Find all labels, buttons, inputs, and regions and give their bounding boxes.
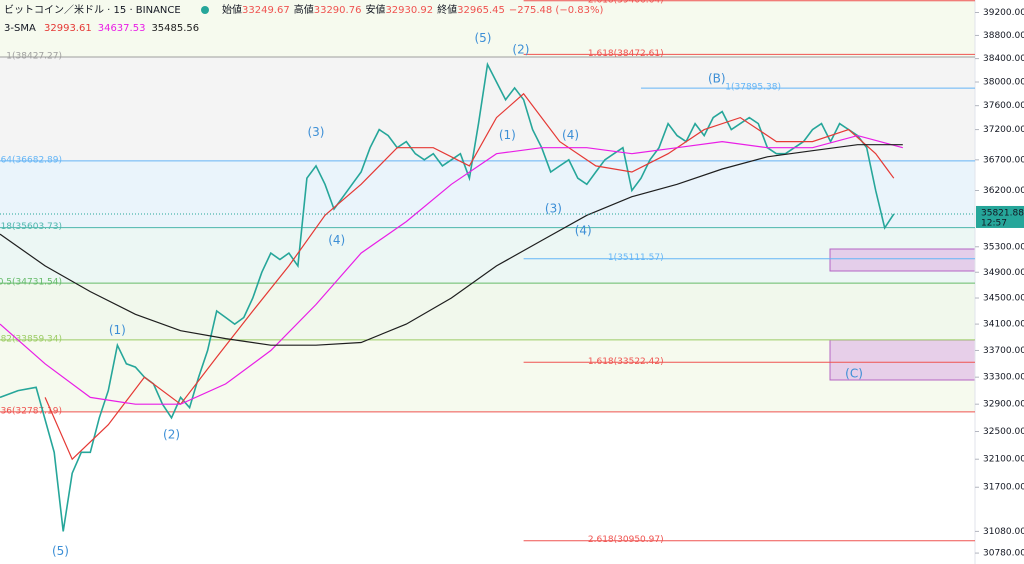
fib-zone [0,160,975,228]
y-tick-label: 38000.00 [983,78,1024,88]
y-tick-label: 36200.00 [983,186,1024,196]
fib-label: 1(37895.38) [725,83,781,93]
ohlc-value: 32930.92 [385,5,433,16]
sma-line [44,92,895,461]
y-tick-label: 30780.00 [983,549,1024,559]
y-tick-label: 36700.00 [983,155,1024,165]
y-tick-label: 33700.00 [983,346,1024,356]
y-tick-label: 32100.00 [983,455,1024,465]
y-tick-label: 34900.00 [983,268,1024,278]
background-zones [0,0,975,412]
wave-label: (2) [512,42,529,56]
wave-label: (3) [307,125,324,139]
sma-line [0,144,903,346]
ohlc-label: 終値 [437,3,457,16]
fib-label: 0.764(36682.89) [0,155,62,165]
legend-header: ビットコイン／米ドル · 15 · BINANCE 3-SMA [4,3,209,34]
last-price-badge [976,205,1024,228]
fib-label: 0.236(32787.19) [0,406,62,416]
fib-label: 1(38427.27) [6,52,62,62]
ohlc-value: 33290.76 [314,5,362,16]
fib-zone [0,57,975,161]
y-tick-label: 38400.00 [983,54,1024,64]
y-tick-label: 32900.00 [983,400,1024,410]
y-tick-label: 35300.00 [983,242,1024,252]
change: −275.48 (−0.83%) [509,5,604,16]
wave-label: (3) [545,202,562,216]
fib-label: 1(35111.57) [608,253,664,263]
y-tick-label: 34100.00 [983,320,1024,330]
y-tick-label: 37200.00 [983,125,1024,135]
ohlc-label: 安値 [365,3,385,16]
fib-zone [0,0,975,58]
wave-label: (C) [845,366,863,380]
y-tick-label: 33300.00 [983,373,1024,383]
wave-label: (5) [52,544,69,558]
wave-label: (4) [575,224,592,238]
indicator-name: 3-SMA [4,23,36,34]
wave-label: (2) [163,427,180,441]
fib-label: 2.618(39406.64) [588,0,664,5]
countdown: 12:57 [981,218,1007,228]
sma-value: 32993.61 [44,23,92,34]
last-price: 35821.88 [981,208,1024,218]
ohlc-label: 高値 [294,3,314,16]
y-tick-label: 31700.00 [983,483,1024,493]
target-zone [829,339,976,381]
y-tick-label: 38800.00 [983,31,1024,41]
symbol-title: ビットコイン／米ドル · 15 · BINANCE [4,3,181,16]
wave-label: (4) [562,128,579,142]
wave-label: (5) [474,31,491,45]
y-tick-label: 34500.00 [983,294,1024,304]
ohlc-value: 33249.67 [242,5,290,16]
y-tick-label: 39200.00 [983,8,1024,18]
sma-line [0,134,903,405]
y-tick-label: 37600.00 [983,101,1024,111]
price-line [0,61,895,532]
wave-label: (4) [328,233,345,247]
target-zone [829,248,976,272]
wave-label: (1) [499,128,516,142]
sma-values: 32993.61 34637.53 35485.56 [44,23,199,34]
ohlc-value: 32965.45 [457,5,505,16]
fib-zone [0,339,975,412]
fib-label: 0.5(34731.54) [0,278,62,288]
wave-label: (B) [708,72,726,86]
fib-label: 0.618(35603.73) [0,222,62,232]
wave-label: (1) [109,323,126,337]
fib-label: 1.618(38472.61) [588,49,664,59]
fib-label: 0.382(33859.34) [0,334,62,344]
sma-value: 34637.53 [98,23,146,34]
ohlc-values: 始値33249.67 高値33290.76 安値32930.92 終値32965.45… [222,3,603,16]
ohlc-label: 始値 [222,3,242,16]
y-tick-label: 32500.00 [983,427,1024,437]
fib-label: 1.618(33522.42) [588,357,664,367]
y-tick-label: 31080.00 [983,527,1024,537]
fib-label: 2.618(30950.97) [588,535,664,545]
fib-zone [0,283,975,340]
sma-value: 35485.56 [151,23,199,34]
status-dot [201,6,209,14]
fib-zone [0,227,975,284]
